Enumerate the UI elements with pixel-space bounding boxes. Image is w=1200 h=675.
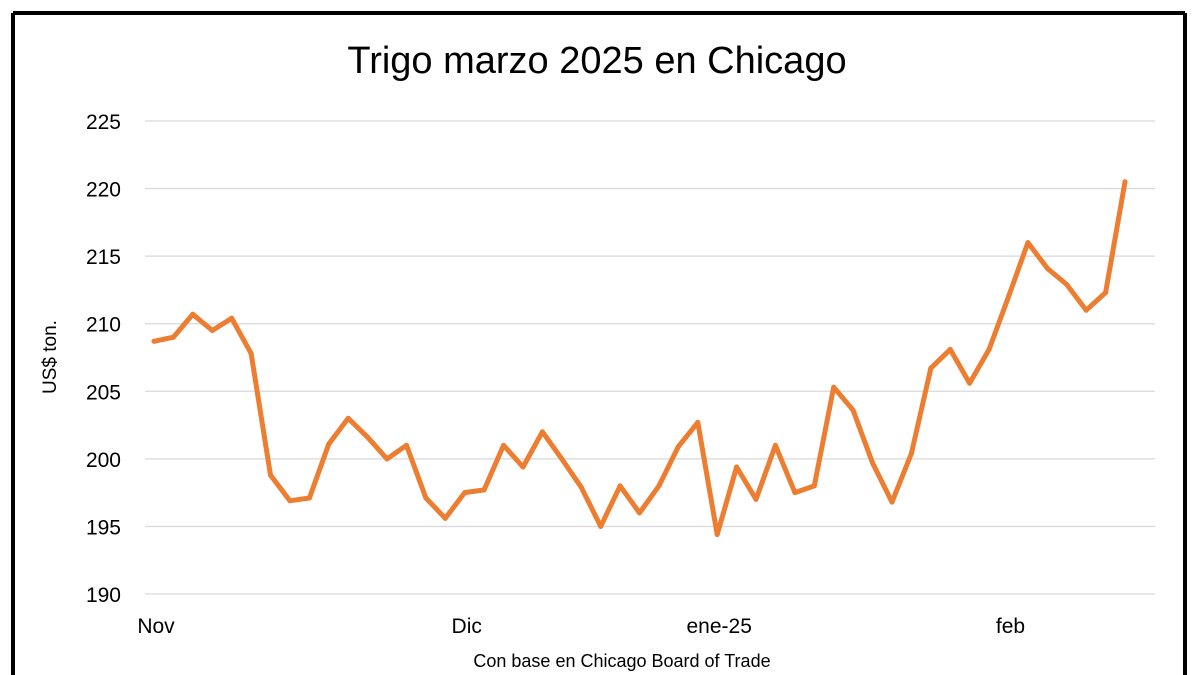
data-point-33 (792, 490, 798, 496)
data-point-43 (986, 346, 992, 352)
data-point-21 (559, 456, 565, 462)
data-point-47 (1064, 282, 1070, 288)
y-tick-label-220: 220 (86, 179, 121, 202)
y-tick-label-225: 225 (86, 111, 121, 134)
data-point-39 (908, 450, 914, 456)
y-axis-label: US$ ton. (40, 320, 61, 394)
data-point-13 (403, 442, 409, 448)
data-point-38 (889, 499, 895, 505)
data-point-4 (229, 315, 235, 321)
x-tick-labels: Nov Dic ene-25 feb (137, 615, 1025, 638)
chart-title: Trigo marzo 2025 en Chicago (347, 40, 846, 82)
data-point-9 (326, 441, 332, 447)
data-point-36 (850, 407, 856, 413)
data-point-1 (170, 334, 176, 340)
data-point-35 (831, 384, 837, 390)
data-point-34 (811, 483, 817, 489)
y-tick-label-190: 190 (86, 584, 121, 607)
data-point-40 (928, 365, 934, 371)
data-point-17 (481, 487, 487, 493)
data-point-50 (1122, 179, 1128, 185)
data-point-22 (578, 484, 584, 490)
data-point-8 (306, 495, 312, 501)
data-point-23 (598, 523, 604, 529)
data-point-6 (268, 472, 274, 478)
data-point-7 (287, 498, 293, 504)
data-point-48 (1083, 307, 1089, 313)
data-point-5 (248, 350, 254, 356)
data-point-19 (520, 464, 526, 470)
data-point-0 (151, 338, 157, 344)
x-tick-label-feb: feb (996, 615, 1025, 638)
data-point-18 (501, 442, 507, 448)
y-tick-label-215: 215 (86, 246, 121, 269)
data-point-12 (384, 456, 390, 462)
data-point-42 (967, 380, 973, 386)
data-point-11 (365, 434, 371, 440)
data-point-24 (617, 483, 623, 489)
data-point-45 (1025, 240, 1031, 246)
y-tick-label-210: 210 (86, 314, 121, 337)
y-tick-labels: 190 195 200 205 210 215 220 225 (86, 111, 121, 607)
data-point-29 (714, 532, 720, 538)
source-note: Con base en Chicago Board of Trade (473, 651, 770, 671)
y-tick-label-195: 195 (86, 516, 121, 539)
data-point-44 (1005, 294, 1011, 300)
data-point-30 (734, 464, 740, 470)
y-tick-label-200: 200 (86, 449, 121, 472)
data-point-32 (772, 442, 778, 448)
data-point-31 (753, 496, 759, 502)
data-point-28 (695, 419, 701, 425)
data-point-26 (656, 483, 662, 489)
data-point-2 (190, 311, 196, 317)
data-point-49 (1103, 290, 1109, 296)
data-point-46 (1044, 265, 1050, 271)
data-point-37 (870, 460, 876, 466)
data-point-27 (675, 444, 681, 450)
data-point-20 (539, 429, 545, 435)
data-point-16 (462, 490, 468, 496)
data-point-3 (209, 327, 215, 333)
data-point-14 (423, 495, 429, 501)
data-point-25 (637, 510, 642, 516)
data-point-10 (345, 415, 351, 421)
grid-lines (145, 120, 1155, 595)
x-tick-label-nov: Nov (137, 615, 175, 638)
x-tick-label-ene-25: ene-25 (686, 615, 751, 638)
y-tick-label-205: 205 (86, 381, 121, 404)
data-point-15 (442, 515, 448, 521)
series-layer (151, 179, 1128, 538)
x-tick-label-dic: Dic (452, 615, 482, 638)
data-point-41 (947, 346, 953, 352)
